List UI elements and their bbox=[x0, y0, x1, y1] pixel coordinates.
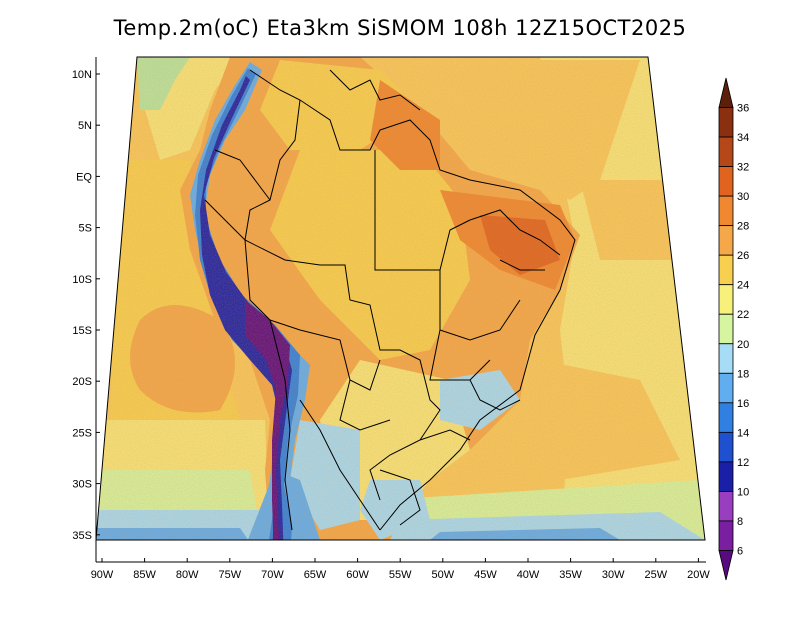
colorbar-label: 14 bbox=[737, 427, 749, 439]
colorbar-label: 34 bbox=[737, 132, 749, 144]
brazil-state-4 bbox=[469, 209, 561, 256]
lon-label: 80W bbox=[176, 569, 199, 581]
colorbar-label: 12 bbox=[737, 457, 749, 469]
country-borders bbox=[204, 69, 576, 531]
colorbar-label: 32 bbox=[737, 162, 749, 174]
colorbar-label: 18 bbox=[737, 368, 749, 380]
colorbar-label: 20 bbox=[737, 339, 749, 351]
peru-border bbox=[204, 199, 271, 321]
lon-label: 55W bbox=[389, 569, 412, 581]
lon-label: 20W bbox=[687, 569, 710, 581]
lat-label: 20S bbox=[72, 376, 92, 388]
colorbar-label: 30 bbox=[737, 191, 749, 203]
colorbar-cell bbox=[718, 343, 734, 374]
lat-label: 10N bbox=[72, 69, 92, 81]
brazil-state-7 bbox=[419, 429, 471, 441]
brazil-state-3 bbox=[429, 329, 491, 381]
latitude-axis: 10N 5N EQ 5S 10S 15S 20S 25S 30S 35S 90W 85W 80W 75W 7… bbox=[72, 57, 710, 581]
colorbar-cell bbox=[718, 313, 734, 345]
colorbar-cell bbox=[718, 195, 734, 227]
colorbar-label: 28 bbox=[737, 221, 749, 233]
colorbar-cell bbox=[718, 431, 734, 463]
map-title: Temp.2m(oC) Eta3km SiSMOM 108h 12Z15OCT2… bbox=[113, 16, 687, 40]
colorbar-label: 36 bbox=[737, 103, 749, 115]
colorbar-label: 10 bbox=[737, 486, 749, 498]
lat-label: 30S bbox=[72, 479, 92, 491]
colorbar-label: 24 bbox=[737, 280, 749, 292]
brazil-state-2 bbox=[439, 270, 521, 341]
lat-label: 5S bbox=[79, 223, 92, 235]
colorbar-cell bbox=[718, 254, 734, 286]
lat-label: 25S bbox=[72, 427, 92, 439]
colorbar-cell bbox=[718, 520, 734, 551]
colorbar: 36 34 32 30 28 26 24 22 20 18 16 14 12 10 8 6 bbox=[718, 77, 749, 581]
lon-label: 85W bbox=[133, 569, 156, 581]
brazil-coast bbox=[249, 69, 576, 531]
colorbar-cell bbox=[718, 491, 734, 522]
chile-border bbox=[269, 319, 293, 531]
lon-label: 25W bbox=[644, 569, 667, 581]
argentina-border bbox=[299, 399, 381, 531]
colorbar-label: 26 bbox=[737, 250, 749, 262]
brazil-west-border bbox=[244, 99, 441, 501]
colorbar-label: 8 bbox=[737, 516, 743, 528]
colorbar-label: 6 bbox=[737, 545, 743, 557]
texture-overlay bbox=[96, 57, 705, 540]
temperature-field bbox=[96, 57, 705, 540]
colorbar-cell bbox=[718, 372, 734, 404]
lon-label: 75W bbox=[218, 569, 241, 581]
lon-label: 40W bbox=[517, 569, 540, 581]
colorbar-cell bbox=[718, 550, 734, 581]
lon-label: 45W bbox=[474, 569, 497, 581]
lon-label: 65W bbox=[304, 569, 327, 581]
colombia-ecuador bbox=[214, 149, 271, 201]
colorbar-cell bbox=[718, 402, 734, 433]
brazil-state-5 bbox=[499, 259, 545, 271]
lat-label: 10S bbox=[72, 274, 92, 286]
lon-label: 35W bbox=[559, 569, 582, 581]
lat-label: EQ bbox=[76, 171, 92, 183]
lon-label: 70W bbox=[261, 569, 284, 581]
lon-label: 60W bbox=[346, 569, 369, 581]
colorbar-cell bbox=[718, 107, 734, 138]
paraguay-border bbox=[339, 379, 391, 431]
colorbar-cell bbox=[718, 166, 734, 197]
brazil-state-6 bbox=[469, 379, 521, 411]
domain-outline bbox=[95, 56, 706, 541]
lon-label: 30W bbox=[602, 569, 625, 581]
venezuela-guianas bbox=[329, 69, 421, 111]
lat-label: 15S bbox=[72, 325, 92, 337]
colorbar-cell bbox=[718, 225, 734, 256]
colorbar-cell bbox=[718, 461, 734, 492]
lat-label: 5N bbox=[78, 120, 92, 132]
uruguay-border bbox=[379, 469, 421, 526]
lon-label: 50W bbox=[431, 569, 454, 581]
colorbar-label: 16 bbox=[737, 398, 749, 410]
colorbar-cell bbox=[718, 136, 734, 167]
lon-label: 90W bbox=[91, 569, 114, 581]
colorbar-cell bbox=[718, 284, 734, 315]
colorbar-label: 22 bbox=[737, 309, 749, 321]
colorbar-cell bbox=[718, 77, 734, 108]
bolivia-border bbox=[269, 319, 381, 391]
lat-label: 35S bbox=[72, 530, 92, 542]
